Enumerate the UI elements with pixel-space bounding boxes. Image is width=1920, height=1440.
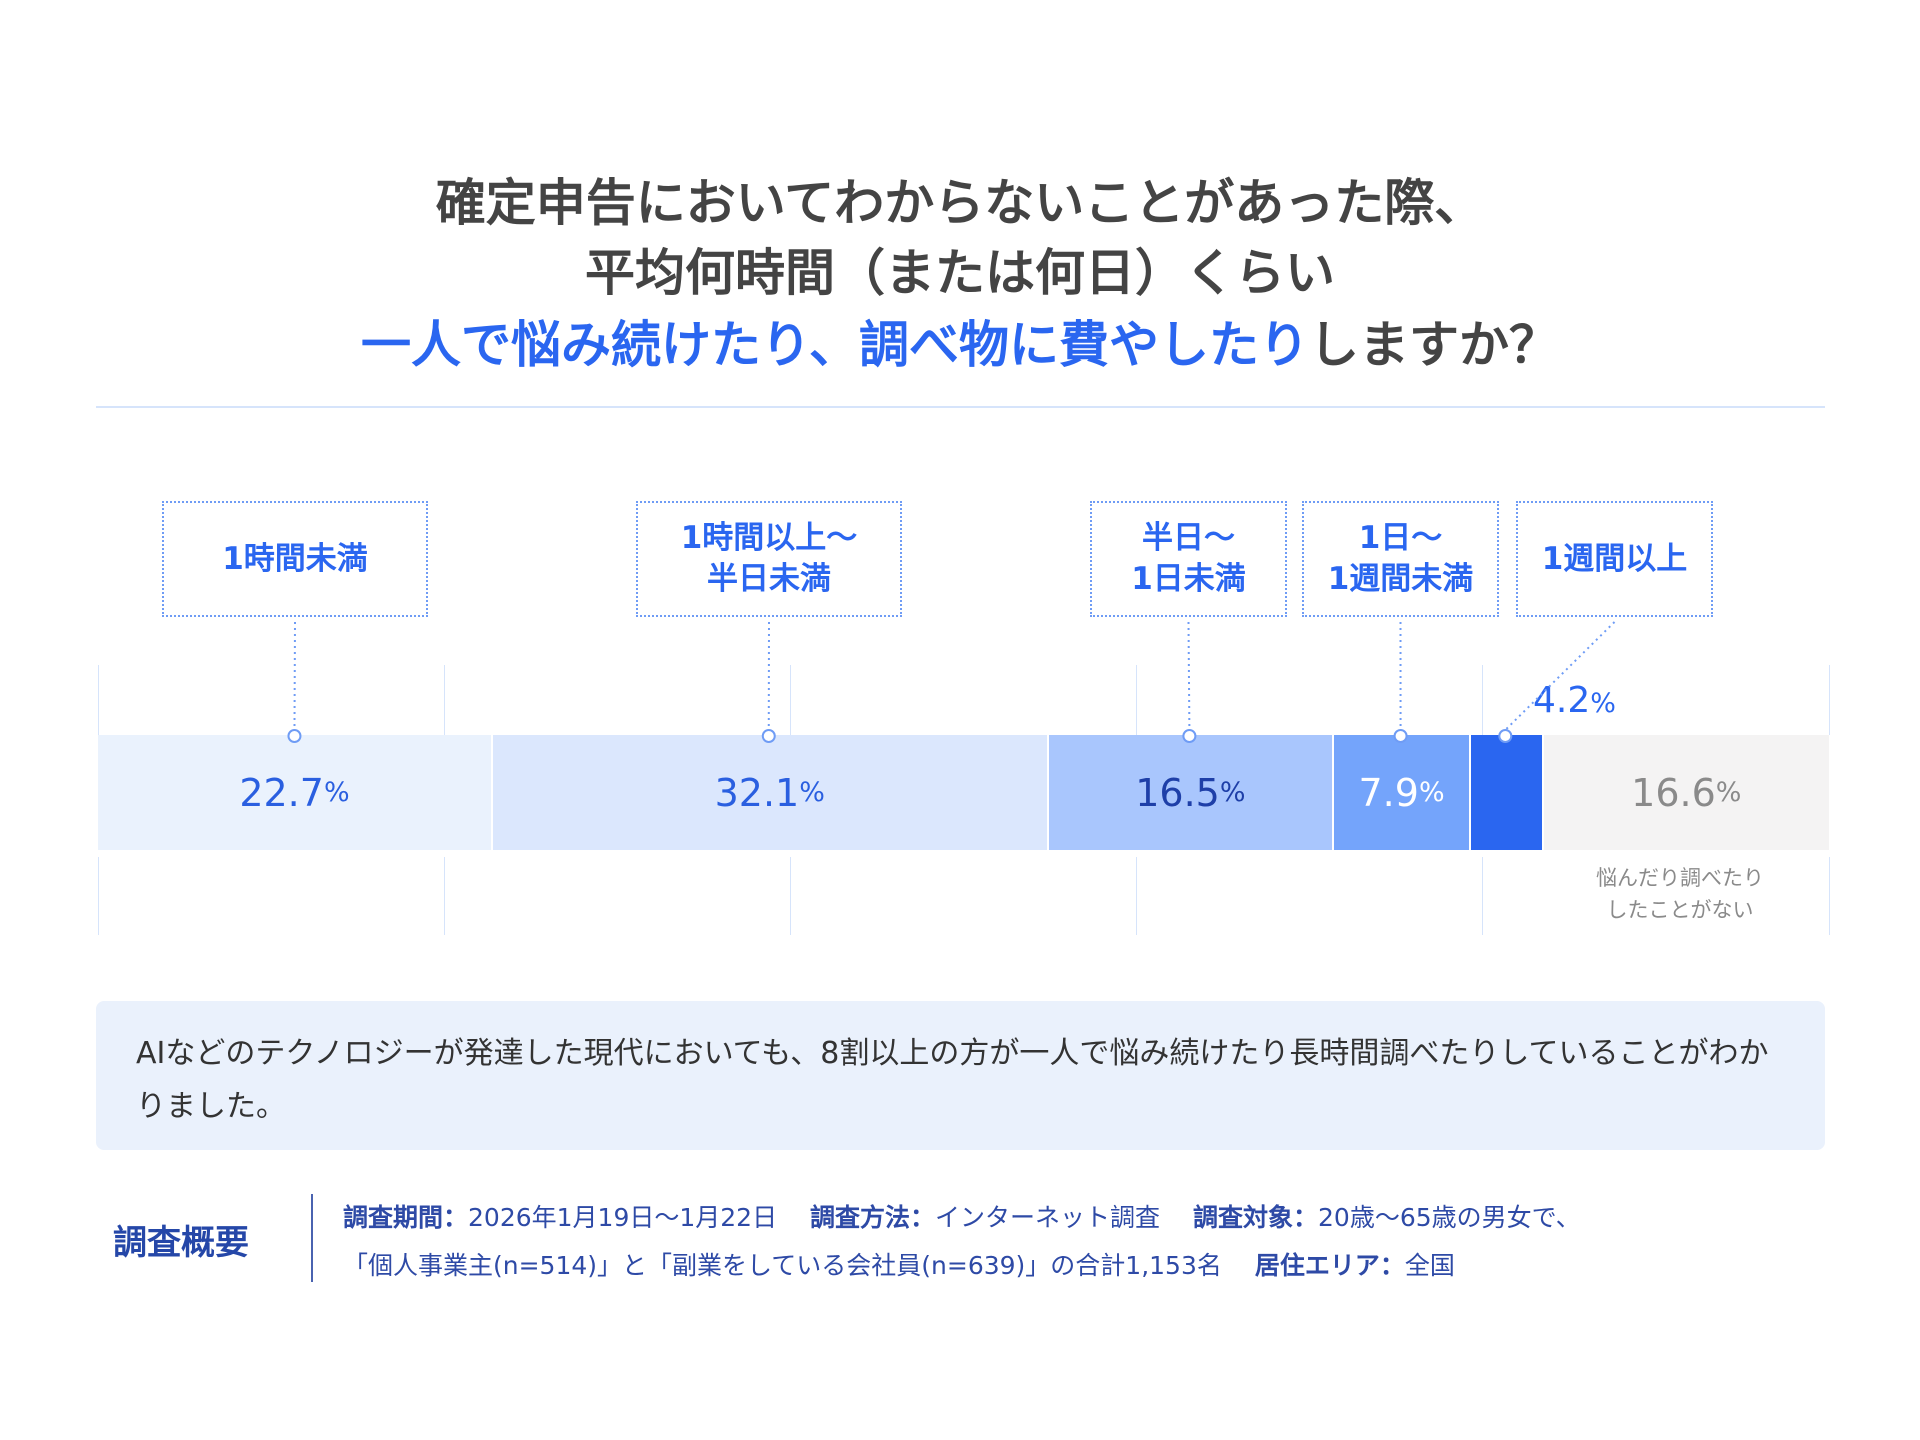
value-label: 16.6 (1631, 770, 1716, 815)
summary-heading: 調査概要 (113, 1223, 249, 1263)
category-label: 1日未満 (1131, 561, 1246, 597)
gridline (1482, 665, 1483, 735)
gridline (98, 857, 99, 935)
method-value: インターネット調査 (935, 1203, 1161, 1232)
gridline (1136, 665, 1137, 735)
bar-segment-1: 22.7% (98, 735, 491, 850)
connector-dot (1393, 729, 1408, 743)
value-label: 16.5 (1135, 770, 1220, 815)
info-box: AIなどのテクノロジーが発達した現代においても、8割以上の方が一人で悩み続けたり… (96, 1001, 1825, 1150)
title-line-1: 確定申告においてわからないことがあった際、 (435, 174, 1485, 232)
connector-line (1504, 621, 1616, 731)
category-label-box: 半日～ 1日未満 (1090, 501, 1287, 617)
category-label-box: 1週間以上 (1516, 501, 1713, 617)
bar-segment-4: 7.9% (1334, 735, 1469, 850)
gridline (98, 665, 99, 735)
target-detail: 「個人事業主(n=514)」と「副業をしている会社員(n=639)」の合計1,1… (343, 1251, 1222, 1280)
summary-divider (311, 1194, 313, 1282)
category-label: 半日～ (1142, 520, 1235, 556)
value-label: 7.9 (1358, 770, 1419, 815)
connector-dot (1498, 729, 1513, 743)
summary-line-2: 「個人事業主(n=514)」と「副業をしている会社員(n=639)」の合計1,1… (343, 1246, 1455, 1282)
target-value: 20歳～65歳の男女で、 (1318, 1203, 1581, 1232)
unit-label: % (1418, 777, 1445, 808)
bar-segment-5 (1470, 735, 1542, 850)
category-label: したことがない (1606, 898, 1754, 922)
title-highlight: 一人で悩み続けたり、調べ物に費やしたり (361, 316, 1309, 374)
title-line-3: 一人で悩み続けたり、調べ物に費やしたりしますか？ (0, 310, 1920, 380)
value-label: 22.7 (239, 770, 324, 815)
category-label: 1週間未満 (1327, 561, 1474, 597)
period-label: 調査期間： (343, 1203, 469, 1232)
category-label-box: 1時間以上～ 半日未満 (636, 501, 902, 617)
method-label: 調査方法： (810, 1203, 936, 1232)
connector-dot (761, 729, 776, 743)
gridline (1482, 857, 1483, 935)
gridline (1136, 857, 1137, 935)
category-label: 悩んだり調べたり (1596, 866, 1764, 890)
category-label-none: 悩んだり調べたり したことがない (1580, 862, 1780, 926)
unit-label: % (1715, 777, 1742, 808)
bar-segment-3: 16.5% (1048, 735, 1333, 850)
gridline (444, 857, 445, 935)
connector-line (1187, 621, 1191, 731)
unit-label: % (799, 777, 825, 808)
value-label: 32.1 (714, 770, 800, 815)
gridline (1829, 665, 1830, 735)
area-label: 居住エリア： (1254, 1251, 1405, 1280)
unit-label: % (1590, 688, 1616, 719)
category-label-box: 1時間未満 (162, 501, 428, 617)
category-label-box: 1日～ 1週間未満 (1302, 501, 1499, 617)
gridline (790, 665, 791, 735)
bar-segment-6: 16.6% (1543, 735, 1829, 850)
connector-dot (1182, 729, 1197, 743)
category-label: 1時間未満 (222, 540, 368, 577)
title-divider (96, 406, 1825, 408)
category-label: 半日未満 (707, 561, 831, 597)
target-label: 調査対象： (1193, 1203, 1319, 1232)
period-value: 2026年1月19日～1月22日 (468, 1203, 778, 1232)
gridline (790, 857, 791, 935)
connector-dot (287, 729, 302, 743)
unit-label: % (1219, 777, 1246, 808)
category-label: 1週間以上 (1541, 540, 1688, 577)
unit-label: % (323, 777, 350, 808)
gridline (444, 665, 445, 735)
category-label: 1日～ (1358, 520, 1443, 556)
value-label-outside: 4.2% (1533, 680, 1616, 721)
summary-line-1: 調査期間：2026年1月19日～1月22日 調査方法：インターネット調査 調査対… (343, 1198, 1581, 1234)
gridline (1829, 857, 1830, 935)
bar-segment-2: 32.1% (492, 735, 1047, 850)
category-label: 1時間以上～ (680, 520, 858, 556)
area-value: 全国 (1404, 1251, 1455, 1280)
title-rest: しますか？ (1309, 316, 1559, 374)
title-line-2: 平均何時間（または何日）くらい (585, 244, 1335, 302)
connector-line (293, 621, 296, 731)
